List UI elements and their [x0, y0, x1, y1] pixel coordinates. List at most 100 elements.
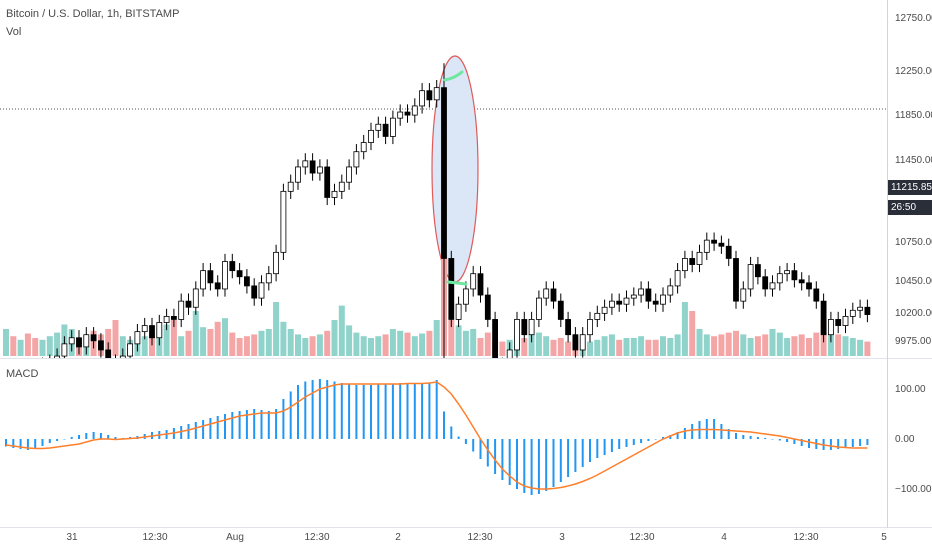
- volume-bar: [3, 329, 9, 356]
- price-tick: 12250.00: [895, 66, 932, 77]
- macd-bar: [866, 439, 869, 445]
- volume-bar: [214, 321, 221, 356]
- macd-bar: [720, 424, 723, 439]
- volume-bar: [835, 334, 842, 356]
- macd-bar: [596, 439, 599, 458]
- candle-body: [76, 337, 82, 348]
- volume-bar: [470, 329, 477, 356]
- macd-bar: [603, 439, 606, 455]
- candle-body: [718, 242, 725, 247]
- volume-bar: [192, 311, 199, 356]
- macd-bar: [735, 433, 737, 439]
- candle-body: [265, 273, 272, 284]
- candle-body: [849, 309, 856, 317]
- candle-body: [273, 251, 280, 275]
- candle-body: [185, 300, 192, 308]
- volume-bar: [112, 320, 119, 356]
- candle-body: [229, 261, 236, 272]
- macd-bar: [399, 383, 402, 439]
- macd-bar: [326, 380, 329, 439]
- candle-body: [331, 190, 338, 198]
- macd-bar: [107, 435, 110, 439]
- candle-body: [521, 319, 528, 336]
- last-price-tag: 11215.85: [888, 180, 932, 195]
- macd-bar: [56, 439, 59, 441]
- volume-bar: [725, 332, 732, 356]
- macd-bar: [837, 439, 840, 449]
- candle-body: [156, 322, 163, 339]
- price-tick: 9975.00: [895, 336, 932, 347]
- volume-bar: [39, 339, 46, 356]
- volume-bar: [477, 338, 484, 356]
- macd-chart[interactable]: [0, 359, 887, 527]
- candle-body: [798, 279, 805, 284]
- candle-body: [295, 166, 301, 183]
- volume-bar: [287, 329, 294, 356]
- volume-bar: [141, 336, 148, 356]
- macd-bar: [311, 380, 314, 439]
- candle-body: [470, 273, 477, 290]
- candle-body: [733, 258, 739, 302]
- bottom-wick-marker: [446, 280, 468, 286]
- candle-body: [83, 334, 90, 348]
- candle-body: [302, 160, 309, 168]
- macd-tick: 0.00: [895, 434, 915, 445]
- candle-body: [740, 288, 747, 302]
- candle-body: [638, 288, 644, 296]
- volume-bar: [521, 338, 528, 356]
- macd-bar: [194, 422, 197, 439]
- candle-body: [441, 87, 447, 259]
- candle-body: [660, 294, 666, 305]
- macd-bar: [260, 410, 263, 439]
- macd-bar: [771, 439, 774, 440]
- candle-body: [134, 331, 141, 345]
- macd-label: MACD: [6, 368, 39, 380]
- candle-body: [682, 258, 688, 272]
- macd-bar: [537, 439, 540, 494]
- macd-bar: [786, 439, 789, 442]
- price-chart[interactable]: [0, 0, 887, 358]
- macd-histogram: [5, 379, 869, 495]
- macd-bar: [508, 439, 511, 485]
- candle-body: [543, 288, 550, 299]
- macd-bar: [567, 439, 570, 477]
- volume-bar: [645, 339, 652, 356]
- pane-separator-top[interactable]: [0, 358, 932, 359]
- macd-bar: [552, 439, 555, 487]
- macd-bar: [654, 439, 657, 440]
- volume-bar: [426, 330, 433, 356]
- price-tick: 10450.00: [895, 276, 932, 287]
- candle-body: [572, 334, 579, 351]
- candle-body: [484, 294, 491, 320]
- macd-bar: [209, 418, 212, 439]
- macd-bar: [333, 381, 336, 439]
- volume-bar: [623, 338, 630, 356]
- time-tick: 12:30: [142, 532, 168, 543]
- volume-bar: [462, 330, 469, 356]
- top-wick-marker: [443, 70, 464, 82]
- volume-bar: [674, 334, 681, 356]
- macd-bar: [70, 437, 73, 439]
- macd-bar: [749, 436, 752, 439]
- volume-bar: [200, 327, 207, 356]
- volume-bar: [769, 329, 776, 356]
- volume-bar: [660, 336, 666, 356]
- macd-bar: [114, 437, 117, 439]
- candle-body: [579, 334, 586, 351]
- volume-bar: [419, 333, 426, 356]
- macd-bar: [523, 439, 526, 493]
- volume-bar: [784, 338, 791, 356]
- volume-bar: [258, 330, 265, 356]
- candle-body: [864, 306, 871, 315]
- candle-body: [170, 315, 177, 320]
- candle-body: [652, 300, 659, 305]
- volume-bar: [229, 332, 236, 356]
- macd-bar: [187, 424, 190, 439]
- volume-bar: [594, 339, 601, 356]
- candle-body: [492, 319, 499, 358]
- candle-body: [536, 297, 542, 320]
- candle-body: [346, 166, 353, 183]
- macd-bar: [231, 412, 234, 439]
- macd-bar: [19, 439, 22, 449]
- volume-bar: [711, 336, 718, 356]
